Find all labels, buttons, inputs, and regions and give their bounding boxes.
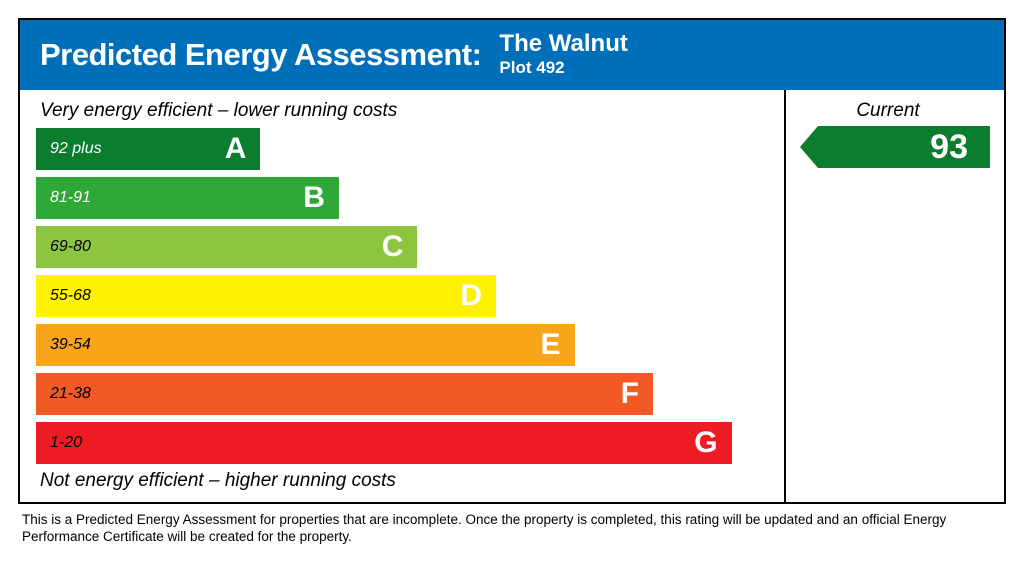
- band-letter: D: [460, 279, 482, 313]
- current-pointer: 93: [800, 126, 990, 168]
- top-caption: Very energy efficient – lower running co…: [36, 98, 784, 128]
- band-letter: C: [382, 230, 404, 264]
- band-letter: F: [621, 377, 639, 411]
- band-g: 1-20 G: [36, 422, 732, 464]
- current-panel: Current 93: [786, 90, 1004, 502]
- band-letter: E: [541, 328, 561, 362]
- header-bar: Predicted Energy Assessment: The Walnut …: [20, 20, 1004, 90]
- header-title: Predicted Energy Assessment:: [40, 37, 481, 73]
- bands-list: 92 plus A 81-91 B 69-80 C 55-68 D 39-54 E 21-38 F 1-…: [36, 128, 784, 464]
- band-letter: B: [303, 181, 325, 215]
- band-letter: A: [225, 132, 247, 166]
- band-range: 55-68: [50, 287, 91, 305]
- current-value: 93: [930, 128, 968, 167]
- band-letter: G: [694, 426, 717, 460]
- bands-panel: Very energy efficient – lower running co…: [20, 90, 786, 502]
- plot-label: Plot 492: [499, 58, 627, 78]
- band-range: 1-20: [50, 434, 82, 452]
- bottom-caption: Not energy efficient – higher running co…: [36, 464, 784, 494]
- band-d: 55-68 D: [36, 275, 496, 317]
- band-range: 21-38: [50, 385, 91, 403]
- band-range: 69-80: [50, 238, 91, 256]
- band-range: 39-54: [50, 336, 91, 354]
- band-b: 81-91 B: [36, 177, 339, 219]
- footnote-text: This is a Predicted Energy Assessment fo…: [18, 504, 1006, 546]
- band-e: 39-54 E: [36, 324, 575, 366]
- band-range: 92 plus: [50, 140, 102, 158]
- property-name: The Walnut: [499, 32, 627, 56]
- band-a: 92 plus A: [36, 128, 260, 170]
- assessment-container: Predicted Energy Assessment: The Walnut …: [18, 18, 1006, 504]
- band-range: 81-91: [50, 189, 91, 207]
- header-property-block: The Walnut Plot 492: [499, 32, 627, 78]
- chart-body: Very energy efficient – lower running co…: [20, 90, 1004, 502]
- band-f: 21-38 F: [36, 373, 653, 415]
- current-label: Current: [786, 98, 990, 122]
- band-c: 69-80 C: [36, 226, 417, 268]
